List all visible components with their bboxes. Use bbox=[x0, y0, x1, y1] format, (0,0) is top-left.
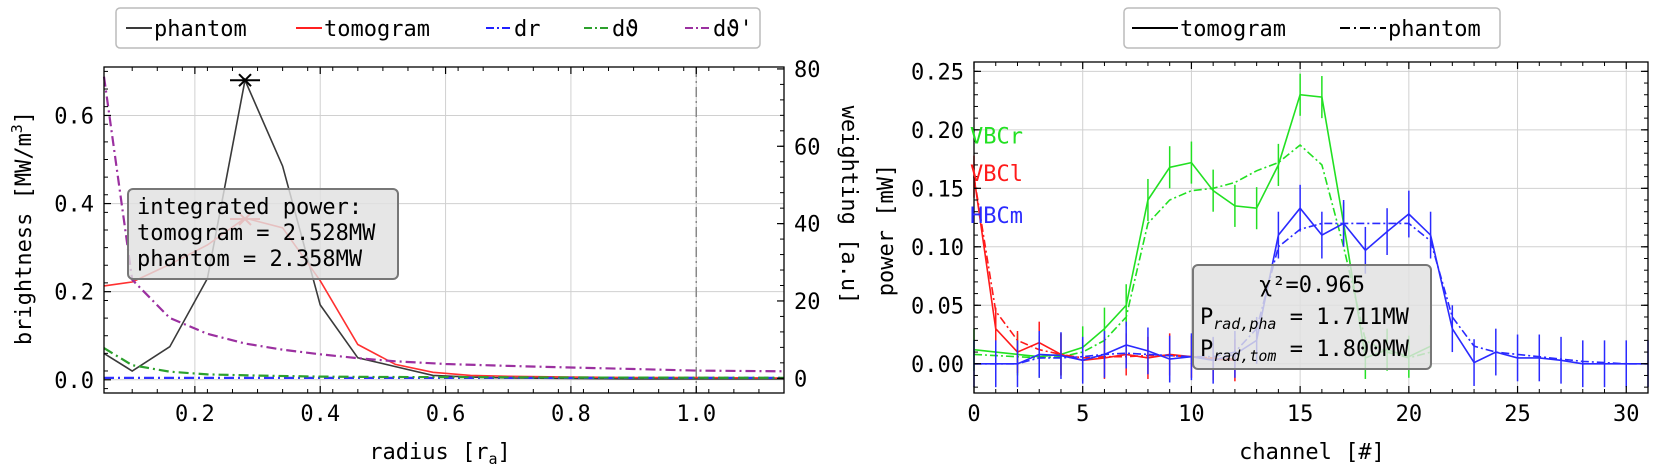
left-x-tick-label: 0.2 bbox=[175, 402, 215, 427]
left-chart: 0.2 0.4 0.6 0.8 1.0 0.0 0.2 0.4 0.6 0 20 40 60 80 int… bbox=[8, 7, 861, 468]
left-y-tick-label: 0.6 bbox=[54, 104, 94, 129]
right-x-tick-label: 5 bbox=[1076, 402, 1089, 427]
right-y-tick-label: 0.00 bbox=[911, 353, 964, 378]
right-x-tick-label: 10 bbox=[1178, 402, 1205, 427]
legend-label: dϑ' bbox=[713, 17, 753, 42]
right-y-tick-label: 0.10 bbox=[911, 236, 964, 261]
chi-squared: χ²=0.965 bbox=[1259, 273, 1365, 298]
prad-tom: Prad,tom = 1.800MW bbox=[1200, 337, 1410, 365]
legend-label: phantom bbox=[154, 17, 247, 42]
left-series-d-line bbox=[103, 347, 785, 379]
right-y-tick-label: 0.25 bbox=[911, 60, 964, 85]
right-x-tick-label: 25 bbox=[1504, 402, 1531, 427]
left-y2-tick-label: 40 bbox=[794, 213, 821, 238]
left-y-tick-label: 0.4 bbox=[54, 193, 94, 218]
right-annotation: χ²=0.965 Prad,pha = 1.711MW Prad,tom = 1… bbox=[1192, 264, 1432, 370]
legend-label: tomogram bbox=[1180, 17, 1286, 42]
left-x-axis-label: radius [ra] bbox=[369, 440, 511, 468]
tomogram-line bbox=[974, 206, 1648, 365]
right-chart: 0 5 10 15 20 25 30 0.00 0.05 0.10 0.15 0.20 0.25 VBC… bbox=[874, 7, 1649, 465]
left-y2-tick-label: 0 bbox=[794, 367, 807, 392]
left-annotation: integrated power: tomogram = 2.528MW pha… bbox=[127, 188, 399, 280]
right-legend: tomogram phantom bbox=[1123, 7, 1501, 49]
group-label-hbcm: HBCm bbox=[970, 204, 1023, 229]
left-series bbox=[102, 67, 785, 393]
right-plot-frame bbox=[973, 61, 1649, 394]
left-y2-tick-label: 80 bbox=[794, 58, 821, 83]
left-axis-ticks: 0.2 0.4 0.6 0.8 1.0 0.0 0.2 0.4 0.6 0 20 40 60 80 bbox=[54, 58, 820, 427]
annotation-line-3: phantom = 2.358MW bbox=[137, 247, 363, 272]
left-x-tick-label: 1.0 bbox=[676, 402, 716, 427]
left-y-tick-label: 0.2 bbox=[54, 281, 94, 306]
left-x-tick-label: 0.8 bbox=[551, 402, 591, 427]
legend-label: dϑ bbox=[612, 17, 639, 42]
right-y-tick-label: 0.15 bbox=[911, 177, 964, 202]
legend-label: phantom bbox=[1388, 17, 1481, 42]
group-label-vbcl: VBCl bbox=[970, 162, 1023, 187]
peak-marker bbox=[230, 73, 261, 87]
left-y-tick-label: 0.0 bbox=[54, 369, 94, 394]
legend-label: tomogram bbox=[324, 17, 430, 42]
annotation-line-1: integrated power: bbox=[137, 195, 362, 220]
left-y2-axis-label: weighting [a.u] bbox=[836, 106, 861, 305]
right-axis-ticks: 0 5 10 15 20 25 30 0.00 0.05 0.10 0.15 0.20 0.25 bbox=[911, 60, 1649, 427]
right-y-tick-label: 0.05 bbox=[911, 294, 964, 319]
right-x-axis-label: channel [#] bbox=[1239, 440, 1385, 465]
right-x-tick-label: 0 bbox=[967, 402, 980, 427]
right-group-labels: VBCr VBCl HBCm bbox=[970, 125, 1023, 230]
legend-label: dr bbox=[514, 17, 541, 42]
left-x-tick-label: 0.4 bbox=[300, 402, 340, 427]
right-x-tick-label: 20 bbox=[1396, 402, 1423, 427]
right-y-tick-label: 0.20 bbox=[911, 119, 964, 144]
right-x-tick-label: 30 bbox=[1613, 402, 1640, 427]
left-y-axis-label: brightness [MW/m3] bbox=[8, 111, 37, 345]
left-series-phantom-line bbox=[103, 77, 784, 380]
left-y2-tick-label: 60 bbox=[794, 135, 821, 160]
left-series-d-line bbox=[102, 76, 785, 373]
left-legend: phantom tomogram dr dϑ dϑ' bbox=[115, 7, 761, 49]
right-x-tick-label: 15 bbox=[1287, 402, 1314, 427]
prad-pha: Prad,pha = 1.711MW bbox=[1200, 305, 1410, 333]
group-label-vbcr: VBCr bbox=[970, 125, 1023, 150]
left-y2-tick-label: 20 bbox=[794, 290, 821, 315]
left-x-tick-label: 0.6 bbox=[426, 402, 466, 427]
right-y-axis-label: power [mW] bbox=[874, 164, 899, 296]
phantom-line bbox=[974, 222, 1648, 365]
annotation-line-2: tomogram = 2.528MW bbox=[137, 221, 376, 246]
